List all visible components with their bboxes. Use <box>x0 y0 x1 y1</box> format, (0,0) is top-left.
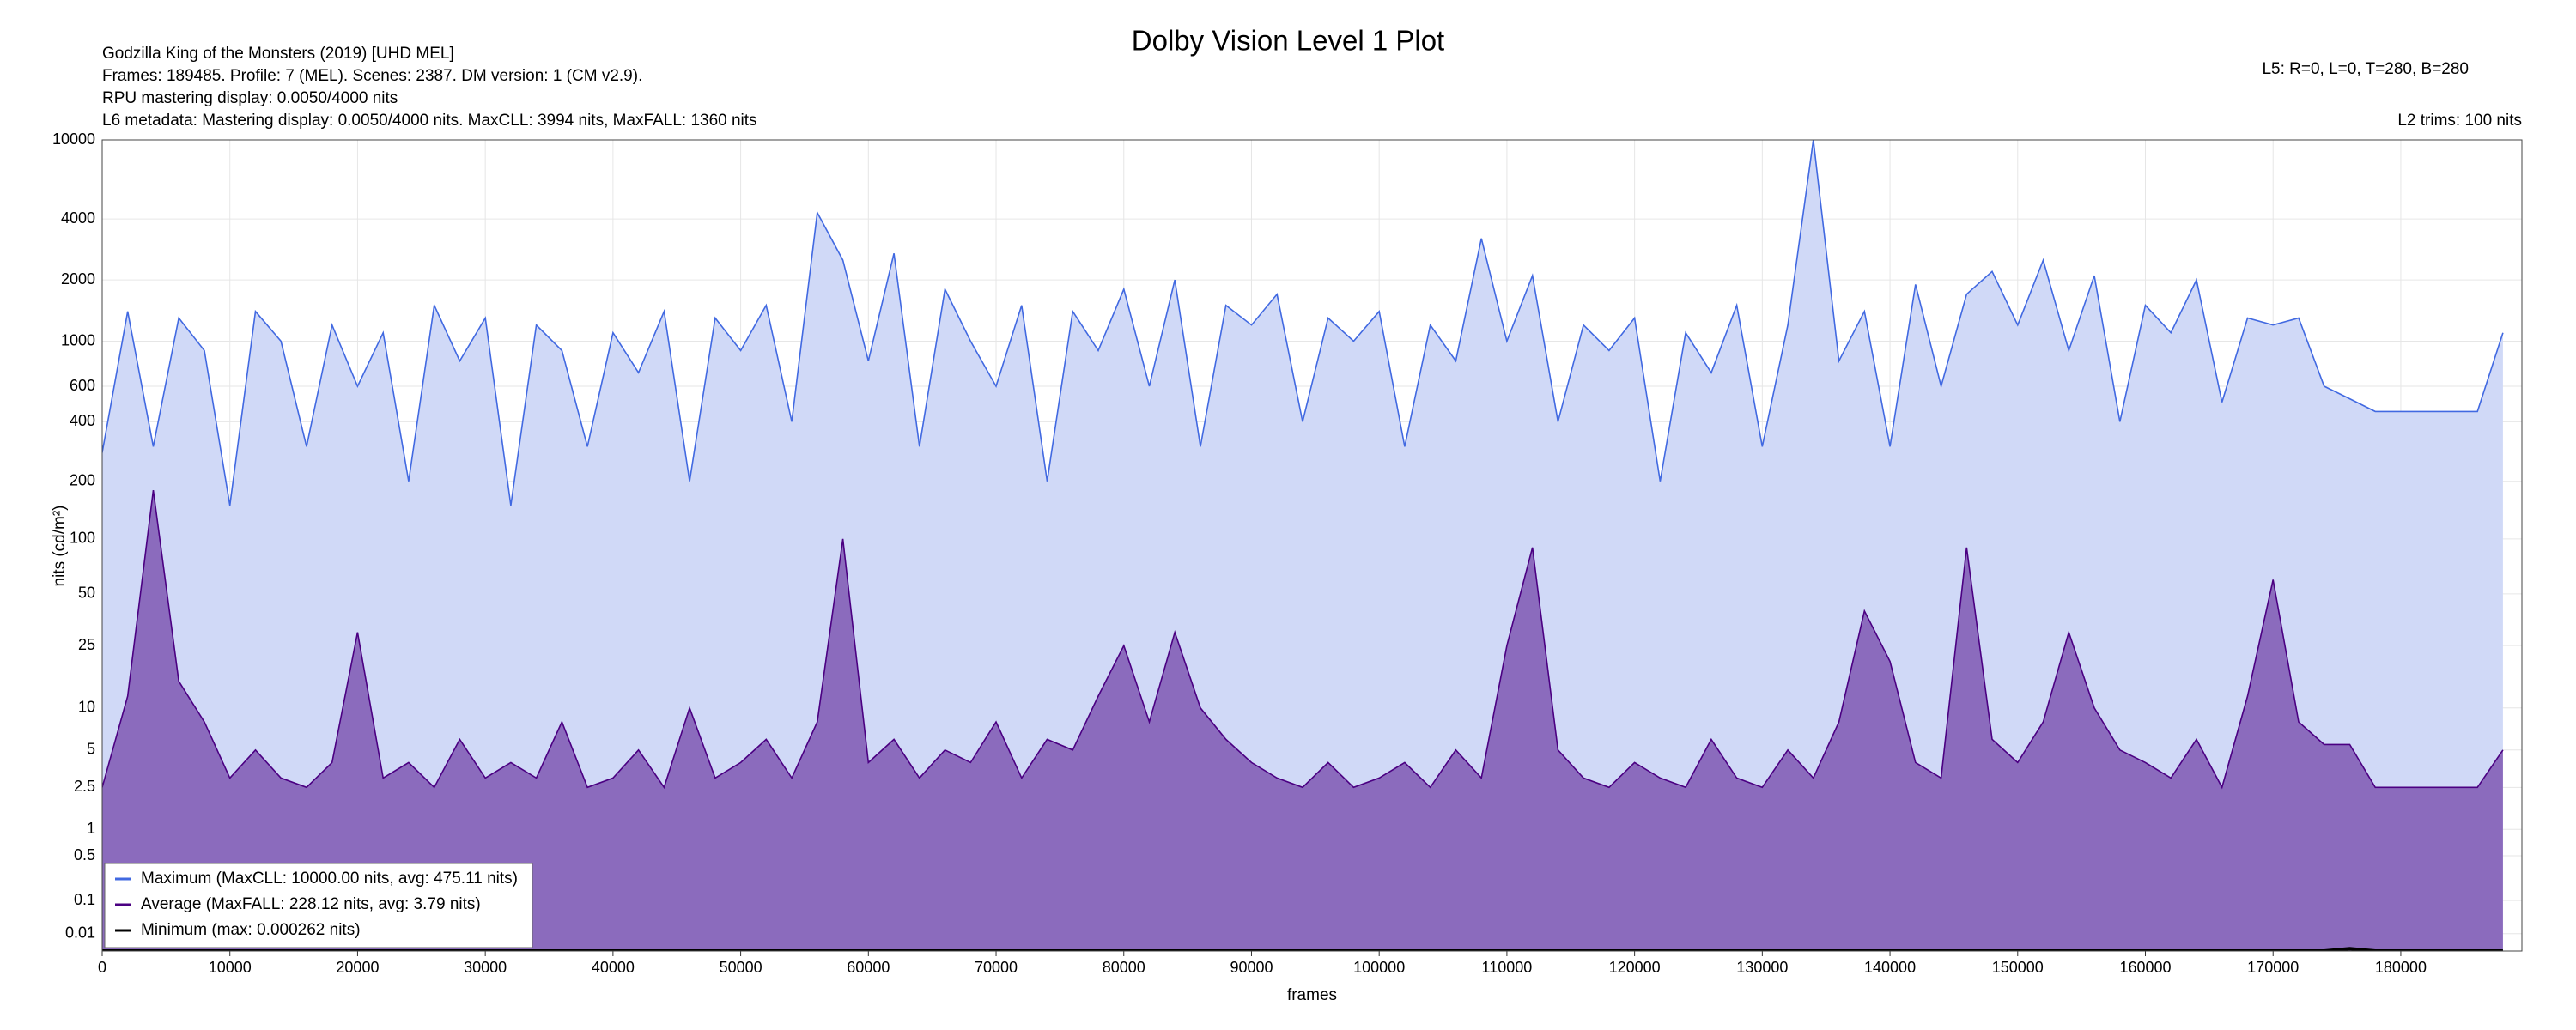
x-tick-label: 140000 <box>1864 959 1916 976</box>
x-tick-label: 10000 <box>209 959 252 976</box>
x-tick-label: 170000 <box>2247 959 2299 976</box>
x-axis-label: frames <box>1287 986 1337 1004</box>
x-tick-label: 150000 <box>1992 959 2044 976</box>
legend-label: Average (MaxFALL: 228.12 nits, avg: 3.79… <box>141 895 481 913</box>
x-tick-label: 110000 <box>1482 959 1533 976</box>
x-tick-label: 120000 <box>1609 959 1661 976</box>
info-line: L6 metadata: Mastering display: 0.0050/4… <box>102 112 757 130</box>
x-tick-label: 100000 <box>1353 959 1405 976</box>
y-tick-label: 25 <box>78 636 95 653</box>
x-tick-label: 50000 <box>720 959 762 976</box>
info-line: RPU mastering display: 0.0050/4000 nits <box>102 89 398 107</box>
series-line <box>102 489 2504 790</box>
y-tick-label: 100 <box>70 530 95 547</box>
legend-label: Minimum (max: 0.000262 nits) <box>141 921 361 939</box>
info-right: L5: R=0, L=0, T=280, B=280 <box>2262 60 2469 78</box>
y-tick-label: 0.5 <box>74 846 95 863</box>
x-tick-label: 90000 <box>1230 959 1273 976</box>
y-tick-label: 600 <box>70 377 95 394</box>
x-tick-label: 180000 <box>2375 959 2427 976</box>
x-tick-label: 20000 <box>336 959 379 976</box>
plot-frame <box>101 139 2523 952</box>
series-line <box>102 140 2504 506</box>
y-tick-label: 200 <box>70 471 95 488</box>
y-tick-label: 2000 <box>61 270 95 288</box>
y-axis-label: nits (cd/m²) <box>51 506 69 587</box>
x-tick-label: 60000 <box>847 959 890 976</box>
x-tick-label: 30000 <box>464 959 507 976</box>
info-right: L2 trims: 100 nits <box>2397 112 2522 130</box>
x-tick-label: 80000 <box>1103 959 1145 976</box>
y-tick-label: 10 <box>78 699 95 716</box>
y-tick-label: 10000 <box>52 130 95 148</box>
x-tick-label: 70000 <box>975 959 1018 976</box>
y-tick-label: 400 <box>70 412 95 429</box>
chart-title: Dolby Vision Level 1 Plot <box>1132 25 1444 57</box>
x-tick-label: 40000 <box>592 959 635 976</box>
y-tick-label: 0.1 <box>74 891 95 908</box>
legend-label: Maximum (MaxCLL: 10000.00 nits, avg: 475… <box>141 869 518 888</box>
y-tick-label: 2.5 <box>74 778 95 795</box>
y-tick-label: 5 <box>87 741 95 758</box>
x-tick-label: 130000 <box>1736 959 1788 976</box>
x-tick-label: 160000 <box>2119 959 2171 976</box>
y-tick-label: 50 <box>78 585 95 602</box>
legend-box <box>104 863 533 948</box>
y-tick-label: 1000 <box>61 331 95 348</box>
series-area <box>102 490 2503 951</box>
plot-area <box>102 140 2504 951</box>
y-tick-label: 4000 <box>61 209 95 227</box>
y-tick-label: 0.01 <box>65 924 95 941</box>
info-line: Godzilla King of the Monsters (2019) [UH… <box>102 45 454 63</box>
y-tick-label: 1 <box>87 820 95 837</box>
x-tick-label: 0 <box>98 959 106 976</box>
info-line: Frames: 189485. Profile: 7 (MEL). Scenes… <box>102 67 642 85</box>
